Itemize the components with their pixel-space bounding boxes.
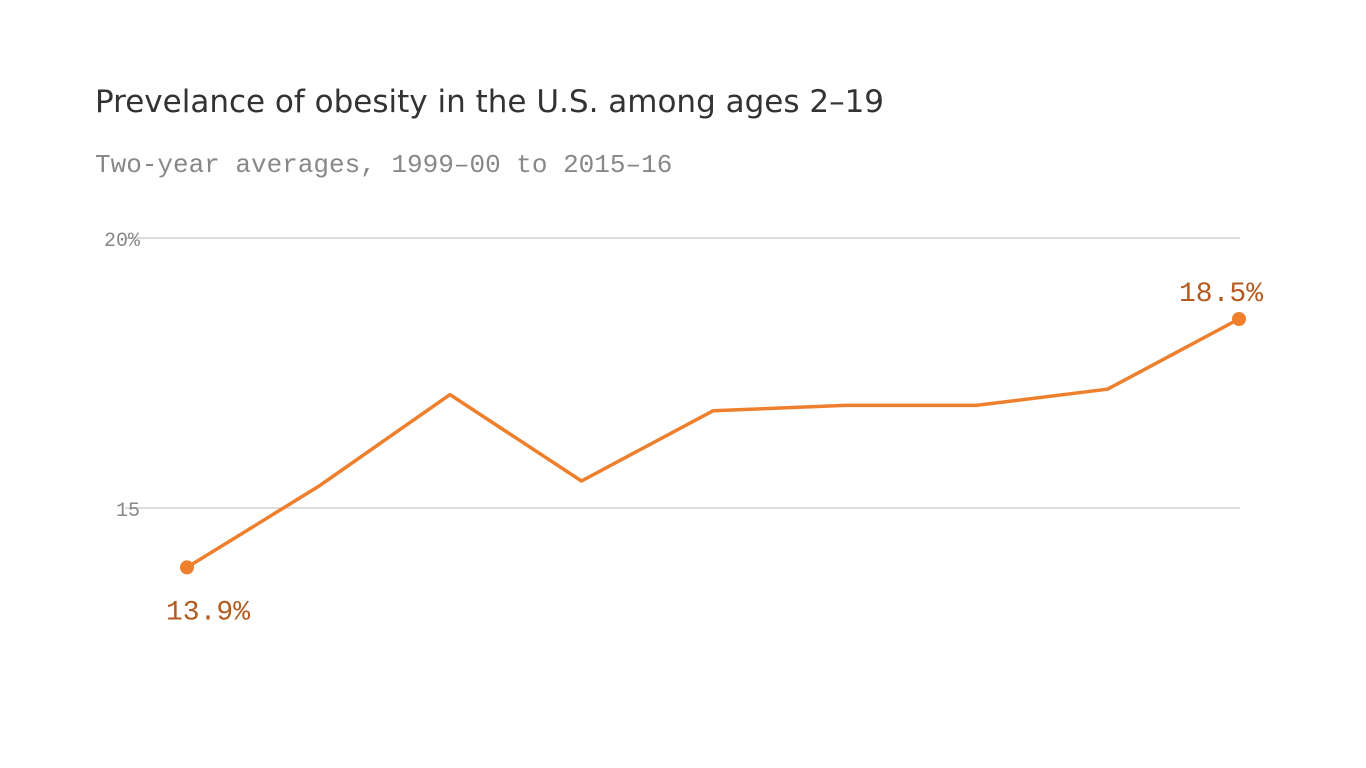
end-point [1232, 312, 1246, 326]
value-label: 18.5% [1179, 279, 1263, 310]
chart-title: Prevelance of obesity in the U.S. among … [95, 84, 884, 120]
value-label: 13.9% [166, 597, 250, 628]
end-point [180, 560, 194, 575]
y-tick-label: 20% [104, 230, 141, 253]
y-tick-label: 15 [116, 500, 140, 523]
chart-subtitle: Two-year averages, 1999–00 to 2015–16 [95, 150, 672, 180]
data-line [186, 317, 1240, 569]
